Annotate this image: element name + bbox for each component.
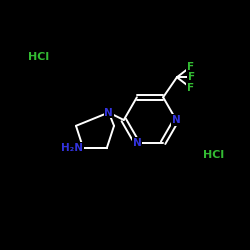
Text: HCl: HCl [28, 52, 49, 62]
Text: F: F [188, 72, 196, 82]
Text: F: F [187, 83, 194, 93]
Text: F: F [187, 62, 194, 72]
Text: N: N [104, 108, 113, 118]
Text: N: N [132, 138, 141, 148]
Text: HCl: HCl [203, 150, 224, 160]
Text: H₂N: H₂N [61, 143, 83, 153]
Text: N: N [172, 115, 180, 125]
